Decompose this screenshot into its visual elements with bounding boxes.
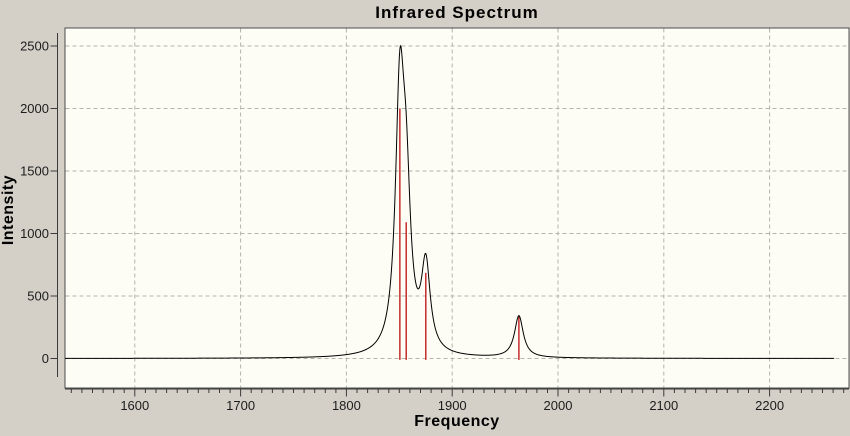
spectrum-curve [65, 45, 835, 359]
y-tick-label: 1500 [20, 164, 49, 179]
x-tick-label: 2100 [649, 398, 678, 413]
peak-stick-lines [399, 108, 520, 360]
x-tick-label: 1800 [332, 398, 361, 413]
y-tick-label: 2500 [20, 39, 49, 54]
chart-title: Infrared Spectrum [375, 3, 539, 22]
x-tick-label: 2200 [755, 398, 784, 413]
plot-area [64, 27, 850, 389]
x-tick-label: 2000 [544, 398, 573, 413]
x-tick-label: 1700 [226, 398, 255, 413]
x-tick-label: 1600 [120, 398, 149, 413]
y-tick-label: 2000 [20, 101, 49, 116]
y-axis [50, 33, 58, 377]
x-tick-label: 1900 [438, 398, 467, 413]
x-axis-label: Frequency [414, 413, 500, 430]
y-tick-label: 1000 [20, 226, 49, 241]
x-axis [65, 388, 849, 397]
y-tick-label: 0 [42, 351, 49, 366]
y-tick-label: 500 [27, 289, 49, 304]
